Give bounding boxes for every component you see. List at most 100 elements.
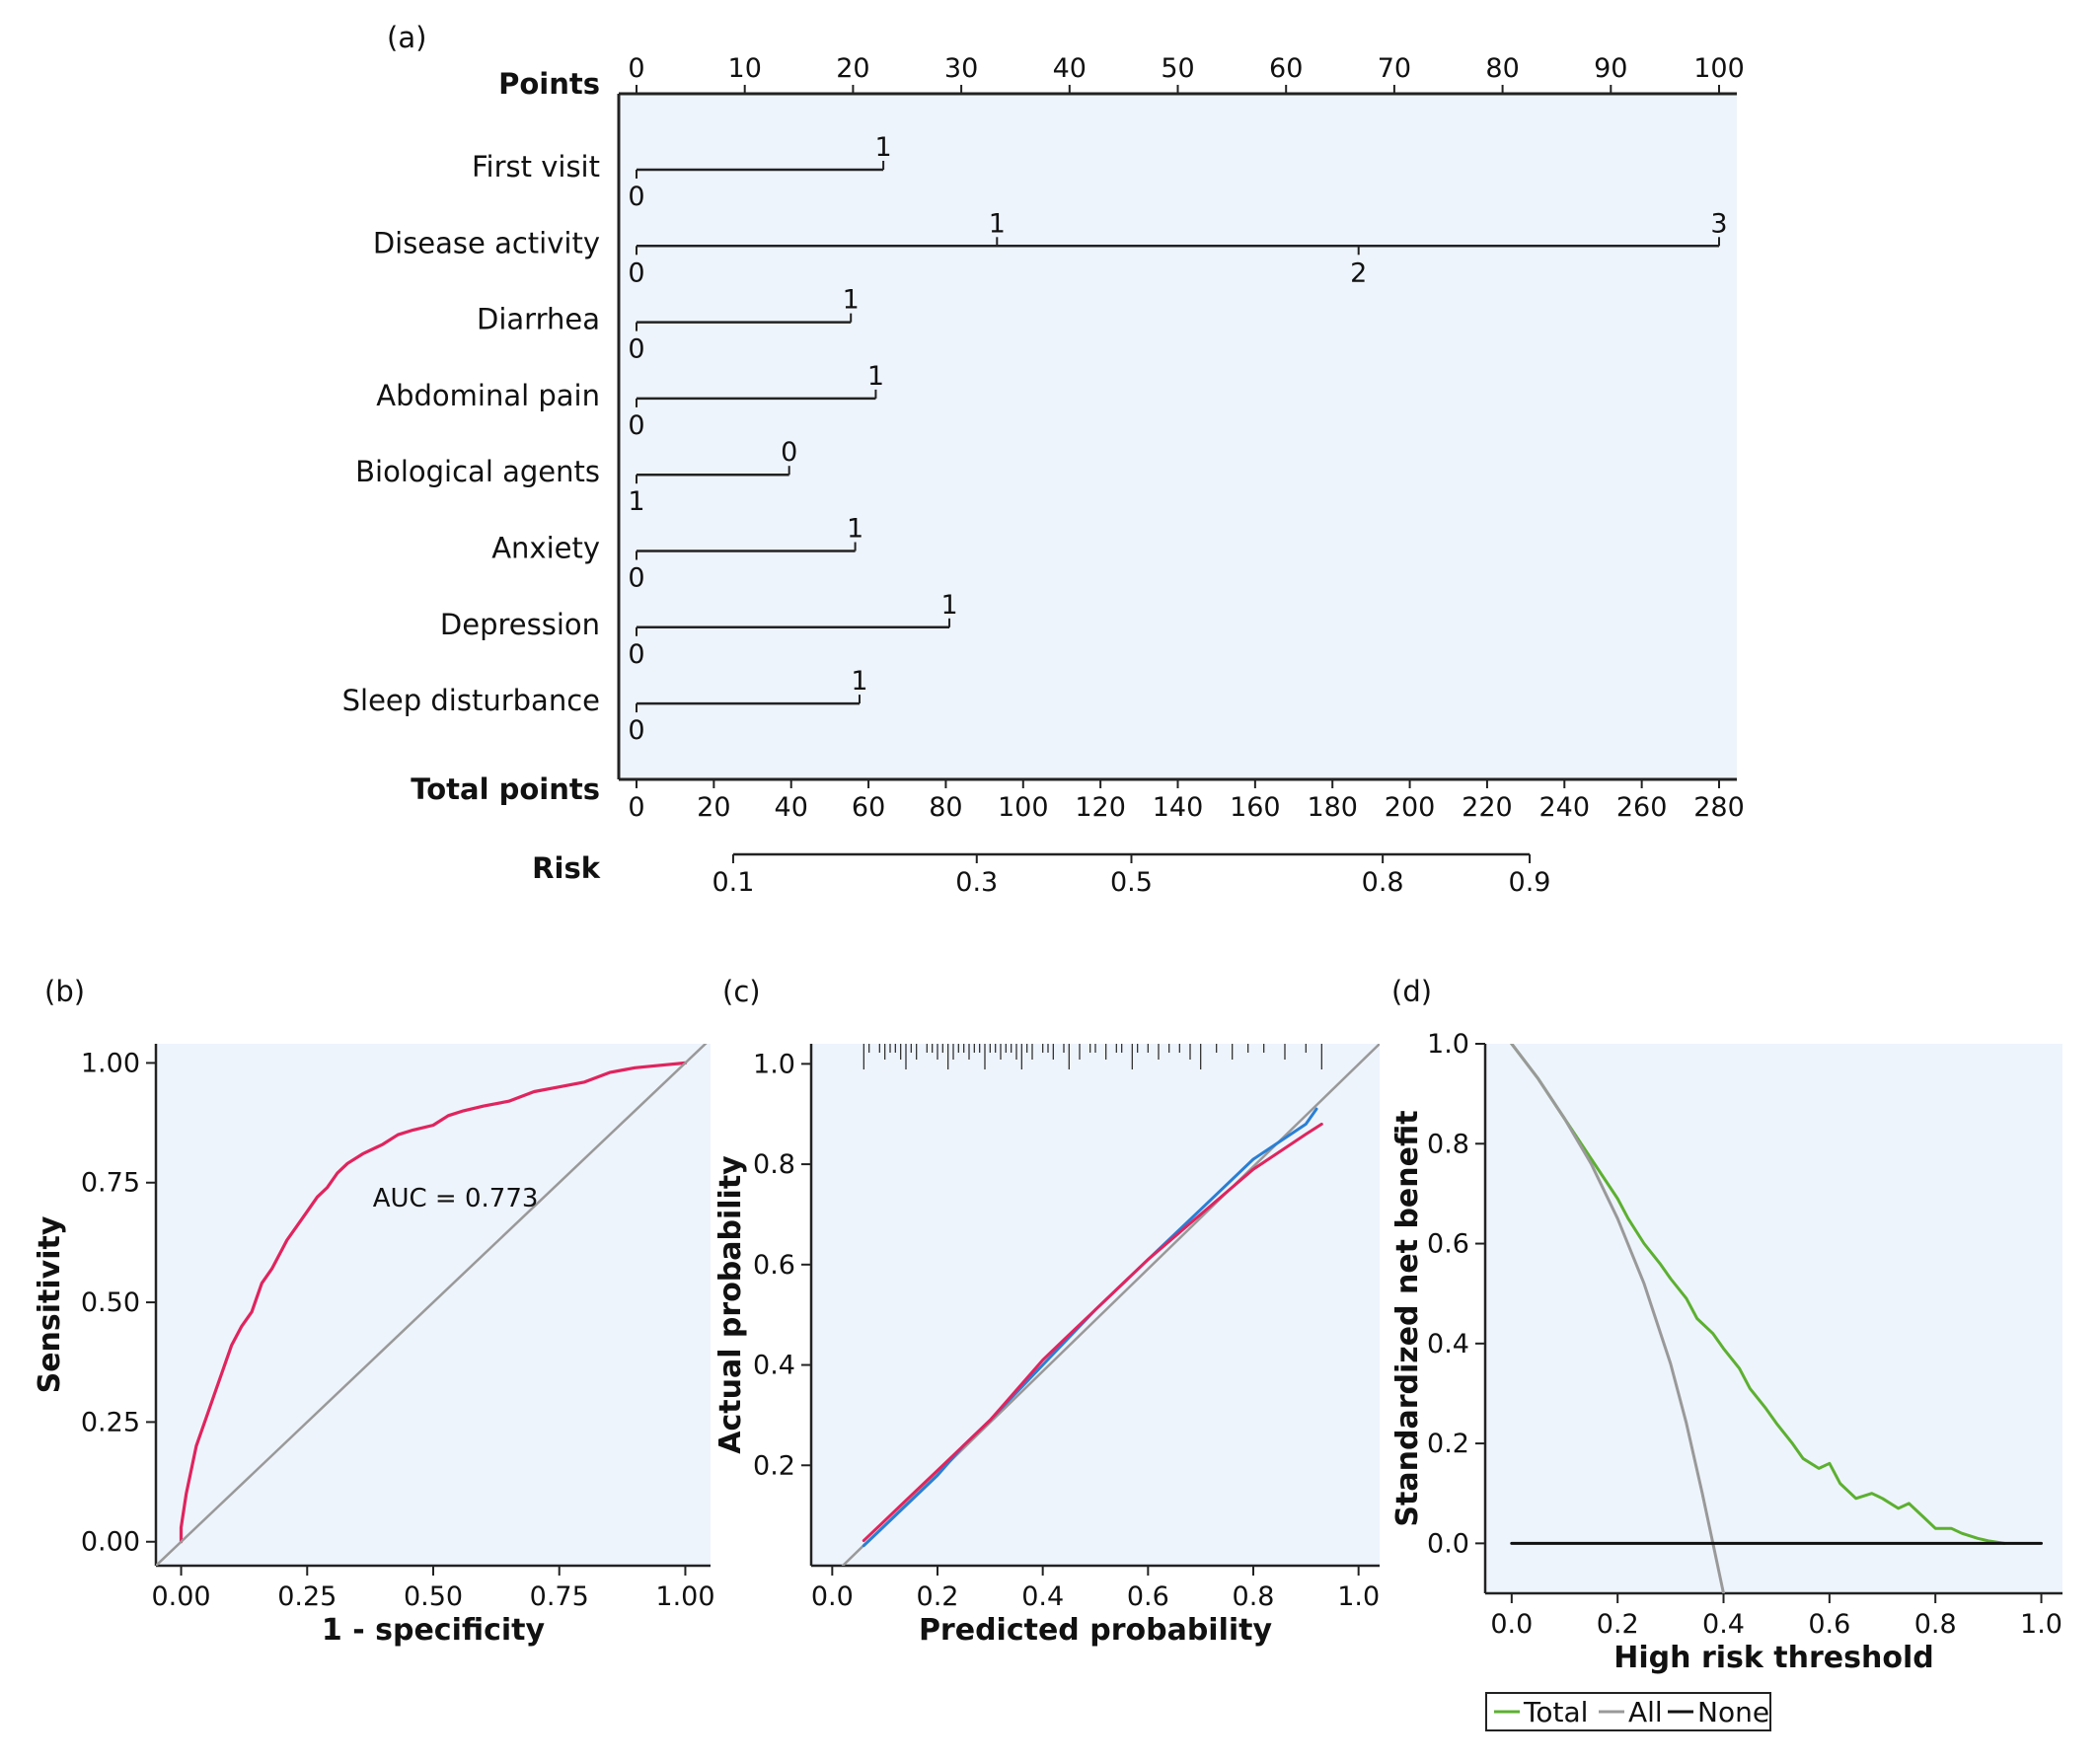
level-label: 0 <box>628 182 644 212</box>
y-tick-label: 0.8 <box>753 1149 795 1180</box>
x-tick-label: 0.00 <box>151 1581 210 1612</box>
series-2-line <box>862 1122 1323 1543</box>
panel-label-a: (a) <box>387 21 426 54</box>
total-points-axis-title: Total points <box>411 772 600 806</box>
variable-label: Biological agents <box>355 455 600 488</box>
level-label: 0 <box>628 334 644 365</box>
series-group <box>841 1044 1380 1566</box>
x-tick-label: 0.50 <box>404 1581 463 1612</box>
level-label: 3 <box>1710 208 1727 239</box>
panel-label: (b) <box>44 975 85 1008</box>
risk-axis-title: Risk <box>532 851 601 885</box>
total-points-tick-label: 220 <box>1462 792 1513 823</box>
panel-label: (c) <box>722 975 761 1008</box>
total-points-tick-label: 160 <box>1230 792 1281 823</box>
series-1-line <box>862 1107 1318 1548</box>
total-points-tick-label: 180 <box>1307 792 1358 823</box>
x-axis-title: High risk threshold <box>1613 1641 1933 1675</box>
x-tick-label: 0.2 <box>1597 1609 1639 1640</box>
plot-area <box>811 1044 1380 1566</box>
series-1-line <box>156 1044 708 1566</box>
variable-label: Depression <box>440 608 600 641</box>
total-points-tick-label: 200 <box>1385 792 1436 823</box>
total-points-tick-label: 120 <box>1075 792 1126 823</box>
y-tick-label: 0.8 <box>1427 1129 1469 1159</box>
level-label: 1 <box>867 361 884 392</box>
points-tick-label: 20 <box>836 53 869 84</box>
series-group <box>156 1044 708 1566</box>
y-tick-label: 1.0 <box>753 1049 795 1079</box>
total-points-tick-label: 20 <box>697 792 730 823</box>
level-label: 1 <box>989 208 1006 239</box>
y-axis-title: Actual probability <box>713 1155 748 1454</box>
points-axis-title: Points <box>498 67 600 101</box>
y-tick-label: 1.00 <box>81 1048 140 1078</box>
level-label: 2 <box>1350 257 1367 288</box>
panel-label: (d) <box>1391 975 1432 1008</box>
level-label: 1 <box>628 486 644 517</box>
x-tick-label: 1.0 <box>2020 1609 2062 1640</box>
variable-label: Anxiety <box>491 532 600 565</box>
variable-label: Disease activity <box>373 226 600 259</box>
variable-label: First visit <box>472 150 600 184</box>
risk-tick-label: 0.5 <box>1110 867 1153 898</box>
level-label: 1 <box>847 514 863 545</box>
risk-tick-label: 0.9 <box>1509 867 1551 898</box>
x-axis-title: 1 - specificity <box>322 1613 546 1648</box>
level-label: 1 <box>940 590 957 621</box>
x-tick-label: 1.00 <box>655 1581 714 1612</box>
x-tick-label: 0.6 <box>1808 1609 1850 1640</box>
level-label: 0 <box>781 437 797 468</box>
y-tick-label: 0.6 <box>753 1250 795 1281</box>
x-tick-label: 0.75 <box>530 1581 589 1612</box>
total-points-tick-label: 0 <box>628 792 644 823</box>
total-points-tick-label: 80 <box>929 792 962 823</box>
level-label: 1 <box>851 666 867 697</box>
x-tick-label: 0.4 <box>1021 1581 1064 1612</box>
level-label: 0 <box>628 410 644 441</box>
legend-label-none: None <box>1697 1696 1769 1728</box>
total-points-tick-label: 240 <box>1539 792 1591 823</box>
points-tick-label: 90 <box>1594 53 1627 84</box>
x-tick-label: 0.25 <box>277 1581 337 1612</box>
points-tick-label: 50 <box>1161 53 1194 84</box>
points-tick-label: 60 <box>1269 53 1303 84</box>
risk-tick-label: 0.1 <box>712 867 754 898</box>
series-0-line <box>179 1061 688 1544</box>
y-tick-label: 0.2 <box>1427 1429 1469 1459</box>
x-tick-label: 0.2 <box>917 1581 959 1612</box>
level-label: 0 <box>628 639 644 670</box>
level-label: 1 <box>843 285 860 316</box>
points-tick-label: 70 <box>1378 53 1411 84</box>
x-tick-label: 1.0 <box>1337 1581 1380 1612</box>
points-tick-label: 40 <box>1053 53 1087 84</box>
level-label: 0 <box>628 715 644 746</box>
y-tick-label: 0.4 <box>1427 1329 1469 1359</box>
y-axis-title: Sensitivity <box>33 1215 67 1393</box>
total-points-tick-label: 140 <box>1153 792 1204 823</box>
points-tick-label: 100 <box>1693 53 1745 84</box>
level-label: 0 <box>628 563 644 594</box>
total-points-tick-label: 40 <box>775 792 808 823</box>
plot-area <box>1485 1044 2062 1593</box>
legend-label-total: Total <box>1523 1696 1588 1728</box>
points-tick-label: 0 <box>628 53 644 84</box>
all-line <box>1510 1044 1725 1593</box>
nomogram-plot-area <box>619 94 1737 779</box>
panel-d-decision-curve: (d) 0.0 0.2 0.4 0.6 0.8 1.0 0.0 0.2 0.4 0.6 0.8 1.0 H… <box>1390 975 2062 1731</box>
y-tick-label: 0.25 <box>81 1407 140 1437</box>
total-points-tick-label: 260 <box>1616 792 1668 823</box>
panel-c-calibration-curve: (c) 0.0 0.2 0.4 0.6 0.8 1.0 0.2 0.4 0.6 0.8 1.0 Pred… <box>713 975 1380 1648</box>
y-tick-label: 0.75 <box>81 1168 140 1199</box>
total-points-tick-label: 100 <box>998 792 1049 823</box>
series-group <box>1510 1044 2043 1593</box>
y-tick-label: 1.0 <box>1427 1029 1469 1060</box>
points-tick-label: 30 <box>944 53 978 84</box>
level-label: 1 <box>875 132 892 163</box>
points-tick-label: 10 <box>728 53 762 84</box>
variable-label: Sleep disturbance <box>342 684 600 717</box>
total-points-tick-label: 60 <box>852 792 885 823</box>
y-tick-label: 0.6 <box>1427 1229 1469 1260</box>
